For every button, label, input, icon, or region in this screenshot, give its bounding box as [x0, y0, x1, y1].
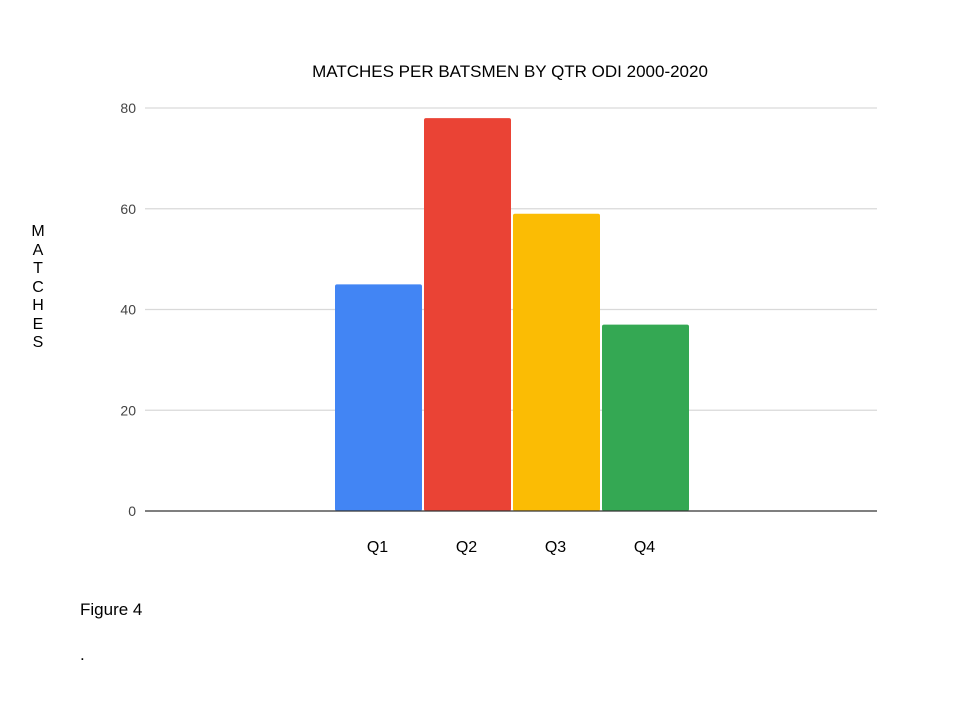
bar-q4: [602, 324, 689, 511]
x-tick-label: Q2: [456, 539, 477, 556]
bar-q2: [424, 118, 511, 511]
bar-q1: [335, 284, 422, 511]
y-tick-label: 80: [120, 100, 136, 116]
figure-caption: Figure 4: [80, 600, 143, 619]
y-tick-label: 20: [120, 402, 136, 418]
x-tick-label: Q3: [545, 539, 566, 556]
x-tick-label: Q4: [634, 539, 655, 556]
x-tick-label: Q1: [367, 539, 388, 556]
y-axis-label: MATCHES: [31, 223, 45, 351]
y-tick-label: 60: [120, 201, 136, 217]
chart-title: MATCHES PER BATSMEN BY QTR ODI 2000-2020: [312, 62, 708, 81]
y-tick-label: 40: [120, 302, 136, 318]
bar-q3: [513, 213, 600, 511]
footnote: .: [80, 645, 85, 664]
y-tick-label: 0: [128, 503, 136, 519]
